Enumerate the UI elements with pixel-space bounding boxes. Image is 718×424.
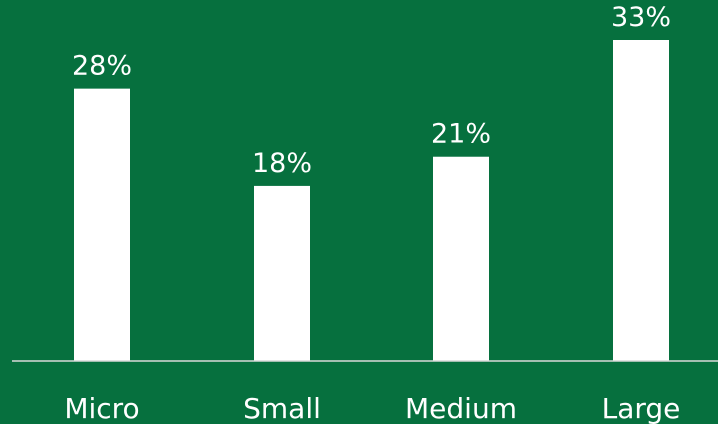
data-label-large: 33% <box>611 2 671 33</box>
bar-small <box>254 185 310 361</box>
x-tick-label-large: Large <box>602 392 681 424</box>
bar-large <box>613 40 669 361</box>
x-tick-label-medium: Medium <box>405 392 517 424</box>
data-label-medium: 21% <box>431 119 491 150</box>
bars-group <box>74 40 669 362</box>
bar-micro <box>74 88 130 362</box>
x-tick-label-small: Small <box>243 392 321 424</box>
x-tick-label-micro: Micro <box>64 392 139 424</box>
data-label-small: 18% <box>252 148 312 179</box>
x-tick-labels-group: Micro Small Medium Large <box>64 392 680 424</box>
bar-medium <box>433 156 489 361</box>
data-labels-group: 28% 18% 21% 33% <box>72 2 671 179</box>
data-label-micro: 28% <box>72 51 132 82</box>
